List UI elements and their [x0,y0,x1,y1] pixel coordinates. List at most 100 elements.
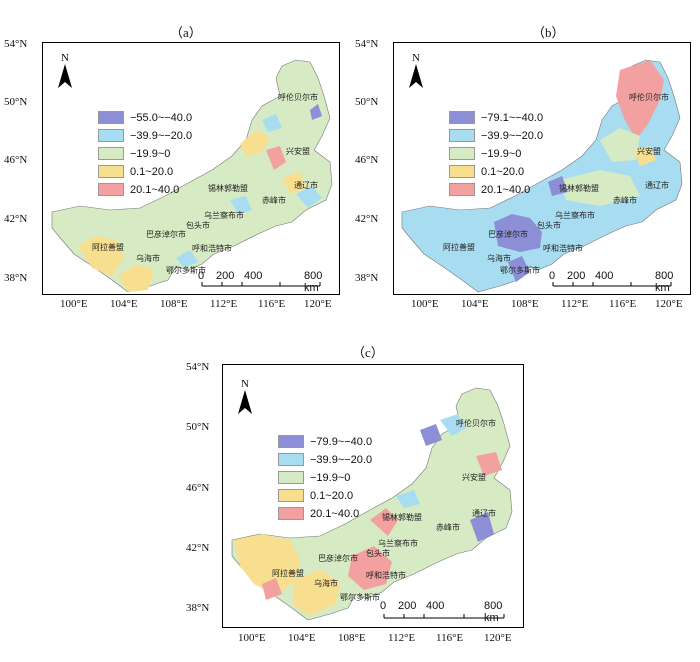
lon-tick: 108°E [160,298,188,310]
legend-item: −39.9~−20.0 [98,128,192,143]
legend-item: 0.1~20.0 [278,488,372,503]
scale-bar-line [552,282,672,287]
lat-tick: 38°N [186,602,210,614]
legend: −55.0~−40.0 −39.9~−20.0 −19.9~0 0.1~20.0… [98,110,192,200]
lat-tick: 42°N [4,213,28,225]
city-label: 呼伦贝尔市 [278,93,318,102]
city-label: 呼伦贝尔市 [456,419,496,428]
legend-swatch [449,165,475,178]
city-label: 呼伦贝尔市 [629,93,669,102]
legend-swatch [98,165,124,178]
lon-tick: 112°E [388,632,416,644]
city-label: 兴安盟 [462,473,486,482]
legend-item: 20.1~40.0 [98,182,192,197]
lat-tick: 54°N [355,38,379,50]
city-label: 鄂尔多斯市 [500,266,540,275]
legend-swatch [278,471,304,484]
legend-item: 0.1~20.0 [449,164,543,179]
lon-tick: 108°E [511,298,539,310]
scale-bar: 0 200 400 800 km [380,600,516,626]
city-label: 乌兰察布市 [204,211,244,220]
lat-tick: 50°N [355,96,379,108]
city-label: 乌兰察布市 [378,539,418,548]
lon-tick: 100°E [411,298,439,310]
city-label: 通辽市 [645,181,669,190]
lat-tick: 54°N [186,361,210,373]
legend-swatch [449,111,475,124]
legend-item: 0.1~20.0 [98,164,192,179]
city-label: 巴彦淖尔市 [318,554,358,563]
city-label: 通辽市 [472,509,496,518]
city-label: 鄂尔多斯市 [166,266,206,275]
legend-swatch [98,129,124,142]
legend-item: −39.9~−20.0 [278,452,372,467]
legend-swatch [98,183,124,196]
north-arrow-icon [58,64,72,88]
panel-label: （c） [352,345,384,360]
city-label: 呼和浩特市 [366,571,406,580]
scale-bar: 0 200 400 800 km [549,270,681,294]
city-label: 通辽市 [294,181,318,190]
legend-swatch [449,147,475,160]
lon-tick: 104°E [288,632,316,644]
city-label: 包头市 [537,221,561,230]
lon-tick: 100°E [238,632,266,644]
city-label: 兴安盟 [637,147,661,156]
lat-tick: 42°N [355,213,379,225]
city-label: 阿拉善盟 [272,569,304,578]
scale-bar-line [383,614,505,619]
city-label: 兴安盟 [286,147,310,156]
city-label: 鄂尔多斯市 [340,593,380,602]
legend-swatch [278,507,304,520]
legend-item: 20.1~40.0 [278,506,372,521]
lon-tick: 100°E [60,298,88,310]
legend-item: −19.9~0 [449,146,543,161]
city-label: 乌兰察布市 [555,211,595,220]
lat-tick: 50°N [4,96,28,108]
lon-tick: 120°E [655,298,683,310]
lat-tick: 38°N [4,272,28,284]
city-label: 赤峰市 [262,196,286,205]
legend-swatch [98,147,124,160]
north-arrow-icon [238,390,252,414]
lat-tick: 50°N [186,421,210,433]
lat-tick: 46°N [355,154,379,166]
legend-swatch [449,129,475,142]
city-label: 包头市 [186,221,210,230]
scale-bar: 0 200 400 800 km [198,270,330,294]
legend-item: −39.9~−20.0 [449,128,543,143]
legend: −79.1~−40.0 −39.9~−20.0 −19.9~0 0.1~20.0… [449,110,543,200]
city-label: 阿拉善盟 [443,243,475,252]
city-label: 巴彦淖尔市 [146,230,186,239]
city-label: 乌海市 [487,254,511,263]
city-label: 锡林郭勒盟 [382,513,422,522]
city-label: 包头市 [366,549,390,558]
panel-label: （b） [532,25,565,40]
legend-item: −79.9~−40.0 [278,434,372,449]
legend-swatch [449,183,475,196]
legend-swatch [98,111,124,124]
lat-tick: 42°N [186,542,210,554]
north-arrow-icon [409,64,423,88]
lon-tick: 104°E [110,298,138,310]
legend-swatch [278,435,304,448]
lon-tick: 112°E [561,298,589,310]
lon-tick: 120°E [304,298,332,310]
lon-tick: 108°E [338,632,366,644]
lon-tick: 116°E [609,298,637,310]
city-label: 巴彦淖尔市 [488,230,528,239]
city-label: 赤峰市 [613,196,637,205]
lat-tick: 46°N [186,482,210,494]
city-label: 呼和浩特市 [543,244,583,253]
city-label: 锡林郭勒盟 [208,184,248,193]
legend-item: −55.0~−40.0 [98,110,192,125]
city-label: 锡林郭勒盟 [559,184,599,193]
lon-tick: 112°E [210,298,238,310]
legend-item: −79.1~−40.0 [449,110,543,125]
legend-swatch [278,489,304,502]
city-label: 乌海市 [136,254,160,263]
city-label: 呼和浩特市 [192,244,232,253]
lon-tick: 116°E [258,298,286,310]
